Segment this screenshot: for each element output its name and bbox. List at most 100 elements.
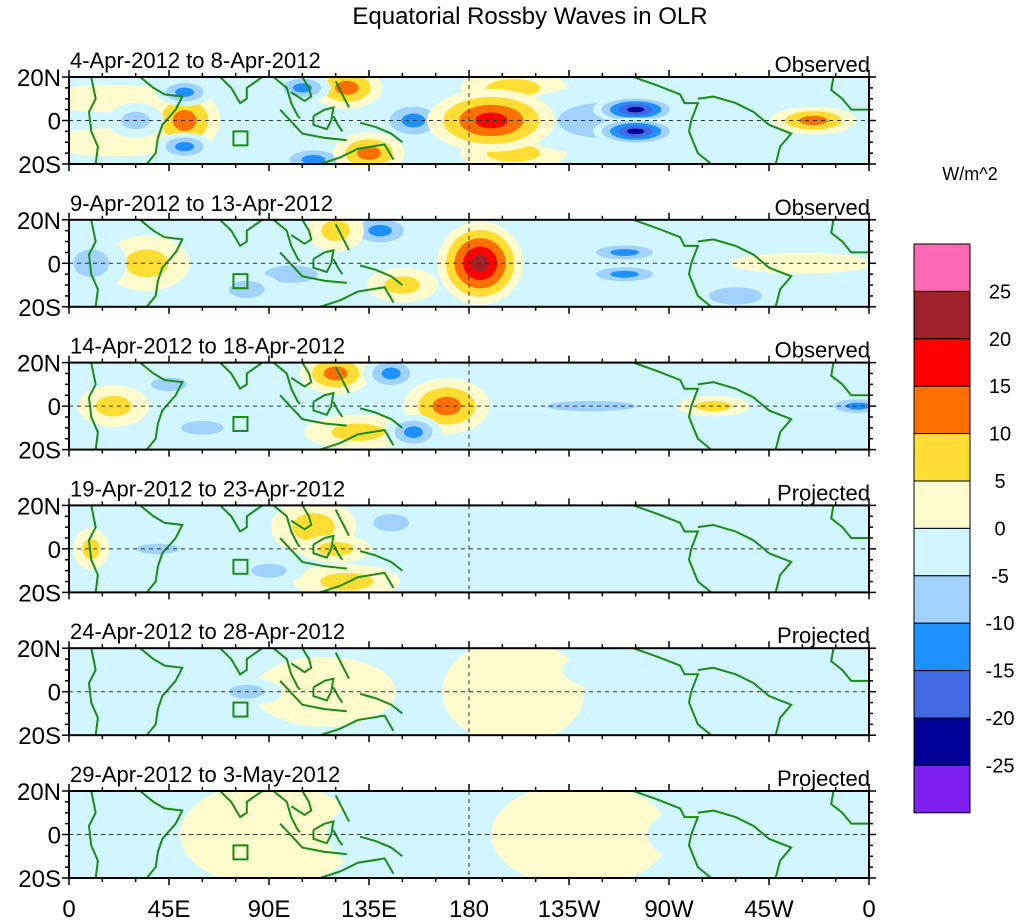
coastline [272,219,301,262]
coastline [290,219,313,245]
colorbar: W/m^2 25 20 15 10 5 0 -5 -10 -15 -20 -25 [913,164,1015,814]
lat-tick-label: 0 [48,251,61,278]
coastline [830,505,869,540]
positive-anomaly [125,249,169,278]
coastline [272,77,301,120]
coastline [87,362,99,450]
coastline [312,106,335,131]
panel-period-label: 19-Apr-2012 to 23-Apr-2012 [70,476,345,501]
negative-anomaly [326,799,434,870]
colorbar-label: -10 [986,613,1015,635]
negative-anomaly [175,141,195,152]
lon-tick-label: 90W [644,896,694,922]
colorbar-swatch [913,717,971,766]
coastline [633,219,712,307]
colorbar-label: 15 [989,376,1011,398]
coastline [359,407,403,429]
coastline [697,381,793,450]
lon-tick-label: 135E [341,896,397,922]
coastline [139,791,184,878]
region-box [232,415,249,432]
lon-tick-label: 0 [862,896,875,922]
coastline [312,820,335,845]
colorbar-swatch [913,575,971,624]
negative-anomaly [175,87,195,97]
lon-tick-label: 90E [248,896,291,922]
coastline [87,791,99,878]
lat-tick-label: 0 [48,537,61,564]
negative-anomaly [508,531,652,567]
coastline [359,692,403,715]
coastline [219,362,263,391]
coastline [139,505,184,593]
negative-anomaly [368,224,392,237]
positive-anomaly [292,513,335,542]
lat-tick-label: 20N [17,779,61,806]
coastline [633,505,712,593]
anomaly-field [69,77,869,164]
positive-anomaly [695,400,732,412]
coastline [219,77,263,105]
anomaly-field [69,362,869,450]
colorbar-label: -20 [986,708,1015,730]
negative-anomaly [627,128,645,135]
colorbar-swatch [913,622,971,672]
lat-tick-label: 20S [18,866,61,893]
positive-anomaly [491,791,669,878]
coastline [319,857,395,878]
coastline [139,219,184,307]
coastline [279,108,347,142]
lat-tick-label: 20N [17,208,61,235]
colorbar-swatch [913,243,971,292]
coastline [290,648,313,674]
panel-period-label: 14-Apr-2012 to 18-Apr-2012 [70,334,345,359]
colorbar-label: 5 [994,471,1005,493]
lat-tick-label: 20N [17,65,61,92]
region-box [232,701,249,718]
coastline [334,80,350,108]
colorbar-swatch [913,290,971,340]
negative-anomaly [610,248,639,256]
colorbar-swatch [913,338,971,387]
coastline [830,362,869,397]
coastline [830,791,869,825]
positive-anomaly [357,146,381,161]
colorbar-label: 25 [989,281,1011,303]
coastline [633,648,712,736]
negative-anomaly [301,155,326,164]
positive-anomaly [82,538,101,560]
anomaly-field [69,219,869,307]
coastline [697,666,793,736]
positive-anomaly [384,276,421,294]
coastline [697,95,793,164]
region-box [232,558,249,575]
panel-status-label: Projected [777,766,870,791]
chart-title: Equatorial Rossby Waves in OLR [352,3,707,30]
coastline [290,791,313,817]
map-panel: 29-Apr-2012 to 3-May-2012 Projected 20N 0 20… [17,762,876,893]
colorbar-label: -5 [991,566,1009,588]
coastline [359,835,403,858]
coastline [332,829,344,846]
coastline [279,822,347,856]
lat-tick-label: 0 [48,109,61,136]
coastline [359,550,403,572]
coastline [290,77,313,103]
colorbar-swatch [913,385,971,435]
positive-anomaly [95,395,132,417]
coastline [332,544,344,561]
coastline [272,648,301,691]
region-box [232,130,249,147]
panel-status-label: Projected [777,623,870,648]
panel-period-label: 29-Apr-2012 to 3-May-2012 [70,762,340,787]
coastline [830,219,869,254]
negative-anomaly [627,106,645,113]
lon-tick-label: 135W [538,896,601,922]
negative-anomaly [709,287,763,305]
coastline [139,77,184,164]
lat-tick-label: 20N [17,636,61,663]
coastline [334,366,350,394]
coastline [272,505,301,548]
coastline [332,686,344,704]
coastline [332,401,344,418]
